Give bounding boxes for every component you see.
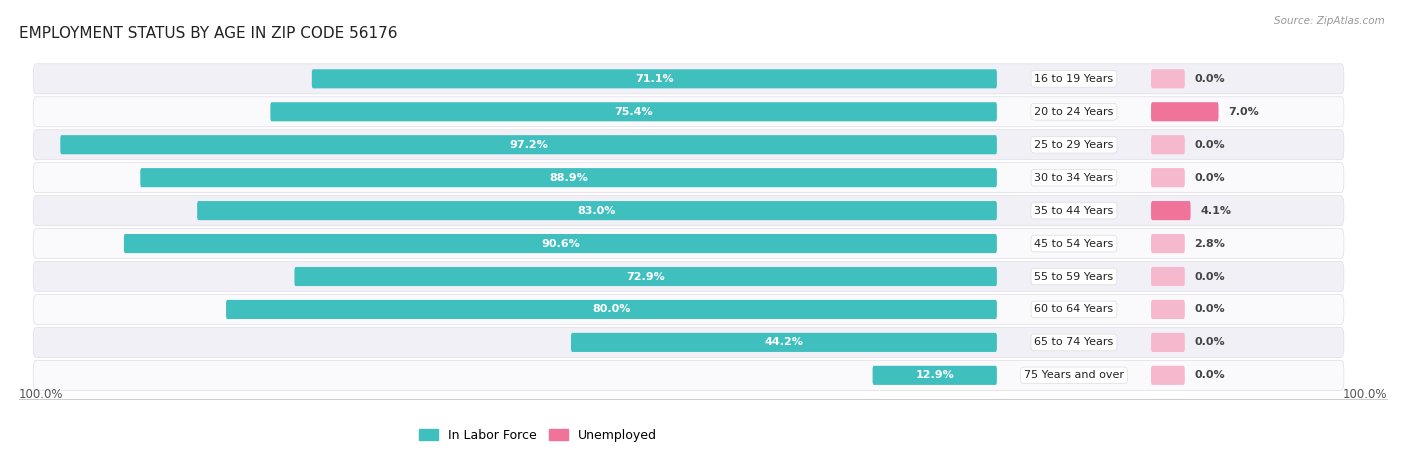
FancyBboxPatch shape xyxy=(294,267,997,286)
FancyBboxPatch shape xyxy=(1152,267,1185,286)
Text: 35 to 44 Years: 35 to 44 Years xyxy=(1035,206,1114,216)
Text: 16 to 19 Years: 16 to 19 Years xyxy=(1035,74,1114,84)
FancyBboxPatch shape xyxy=(34,360,1344,390)
FancyBboxPatch shape xyxy=(34,97,1344,127)
FancyBboxPatch shape xyxy=(34,328,1344,357)
Text: 75.4%: 75.4% xyxy=(614,107,652,117)
Text: 90.6%: 90.6% xyxy=(541,238,579,248)
Text: 72.9%: 72.9% xyxy=(626,271,665,282)
Text: 0.0%: 0.0% xyxy=(1195,173,1225,183)
FancyBboxPatch shape xyxy=(270,102,997,122)
Text: 20 to 24 Years: 20 to 24 Years xyxy=(1035,107,1114,117)
FancyBboxPatch shape xyxy=(1152,102,1219,122)
Text: 0.0%: 0.0% xyxy=(1195,271,1225,282)
Text: 55 to 59 Years: 55 to 59 Years xyxy=(1035,271,1114,282)
Text: 88.9%: 88.9% xyxy=(550,173,588,183)
FancyBboxPatch shape xyxy=(60,135,997,154)
FancyBboxPatch shape xyxy=(1152,201,1191,220)
Text: 30 to 34 Years: 30 to 34 Years xyxy=(1035,173,1114,183)
Text: 4.1%: 4.1% xyxy=(1201,206,1232,216)
Text: 25 to 29 Years: 25 to 29 Years xyxy=(1035,140,1114,150)
FancyBboxPatch shape xyxy=(226,300,997,319)
FancyBboxPatch shape xyxy=(34,163,1344,193)
FancyBboxPatch shape xyxy=(1152,300,1185,319)
Legend: In Labor Force, Unemployed: In Labor Force, Unemployed xyxy=(413,424,662,447)
FancyBboxPatch shape xyxy=(34,64,1344,94)
FancyBboxPatch shape xyxy=(34,196,1344,225)
Text: 83.0%: 83.0% xyxy=(578,206,616,216)
Text: 0.0%: 0.0% xyxy=(1195,338,1225,347)
FancyBboxPatch shape xyxy=(34,130,1344,160)
Text: 44.2%: 44.2% xyxy=(765,338,803,347)
Text: 75 Years and over: 75 Years and over xyxy=(1024,370,1123,380)
Text: 0.0%: 0.0% xyxy=(1195,140,1225,150)
Text: Source: ZipAtlas.com: Source: ZipAtlas.com xyxy=(1274,16,1385,26)
FancyBboxPatch shape xyxy=(34,294,1344,324)
FancyBboxPatch shape xyxy=(312,69,997,88)
FancyBboxPatch shape xyxy=(1152,168,1185,187)
Text: 100.0%: 100.0% xyxy=(1343,388,1388,401)
Text: 80.0%: 80.0% xyxy=(592,305,631,315)
FancyBboxPatch shape xyxy=(1152,69,1185,88)
Text: 97.2%: 97.2% xyxy=(509,140,548,150)
FancyBboxPatch shape xyxy=(1152,234,1185,253)
Text: 2.8%: 2.8% xyxy=(1195,238,1225,248)
FancyBboxPatch shape xyxy=(873,366,997,385)
FancyBboxPatch shape xyxy=(1152,135,1185,154)
Text: 7.0%: 7.0% xyxy=(1227,107,1258,117)
Text: 45 to 54 Years: 45 to 54 Years xyxy=(1035,238,1114,248)
FancyBboxPatch shape xyxy=(34,261,1344,292)
Text: 0.0%: 0.0% xyxy=(1195,370,1225,380)
Text: EMPLOYMENT STATUS BY AGE IN ZIP CODE 56176: EMPLOYMENT STATUS BY AGE IN ZIP CODE 561… xyxy=(18,26,398,41)
Text: 100.0%: 100.0% xyxy=(18,388,63,401)
Text: 0.0%: 0.0% xyxy=(1195,305,1225,315)
FancyBboxPatch shape xyxy=(141,168,997,187)
Text: 71.1%: 71.1% xyxy=(636,74,673,84)
FancyBboxPatch shape xyxy=(1152,333,1185,352)
FancyBboxPatch shape xyxy=(124,234,997,253)
Text: 0.0%: 0.0% xyxy=(1195,74,1225,84)
FancyBboxPatch shape xyxy=(1152,366,1185,385)
Text: 60 to 64 Years: 60 to 64 Years xyxy=(1035,305,1114,315)
Text: 65 to 74 Years: 65 to 74 Years xyxy=(1035,338,1114,347)
Text: 12.9%: 12.9% xyxy=(915,370,955,380)
FancyBboxPatch shape xyxy=(34,229,1344,259)
FancyBboxPatch shape xyxy=(197,201,997,220)
FancyBboxPatch shape xyxy=(571,333,997,352)
